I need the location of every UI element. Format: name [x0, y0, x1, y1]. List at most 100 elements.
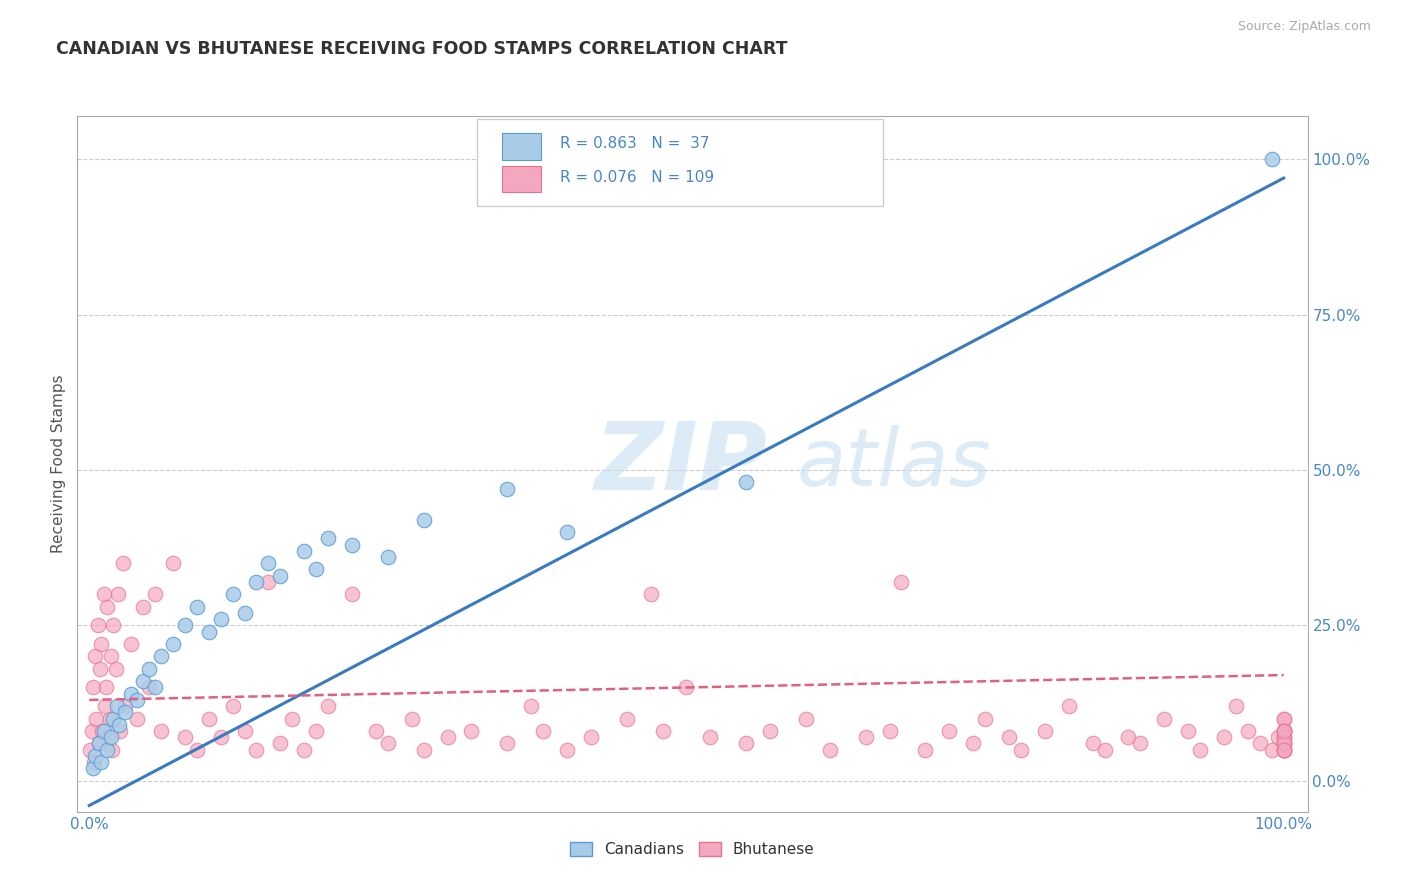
Point — [377, 549, 399, 564]
Point — [221, 699, 243, 714]
Point — [1261, 153, 1284, 167]
Point — [879, 723, 901, 738]
Point — [1272, 742, 1295, 756]
Point — [1272, 742, 1295, 756]
Point — [962, 736, 984, 750]
Point — [257, 574, 280, 589]
Point — [132, 674, 155, 689]
Point — [83, 755, 105, 769]
Point — [1261, 742, 1284, 756]
Point — [305, 723, 328, 738]
Point — [87, 736, 110, 750]
Point — [114, 699, 136, 714]
Point — [94, 699, 117, 714]
Point — [1272, 723, 1295, 738]
Point — [1033, 723, 1056, 738]
Text: atlas: atlas — [797, 425, 991, 503]
Point — [460, 723, 482, 738]
Point — [162, 556, 184, 570]
Point — [173, 618, 195, 632]
Point — [138, 681, 160, 695]
Point — [86, 712, 108, 726]
Point — [269, 736, 291, 750]
Point — [101, 618, 124, 632]
Point — [531, 723, 554, 738]
Point — [86, 618, 108, 632]
Point — [1094, 742, 1116, 756]
Point — [735, 736, 758, 750]
Text: CANADIAN VS BHUTANESE RECEIVING FOOD STAMPS CORRELATION CHART: CANADIAN VS BHUTANESE RECEIVING FOOD STA… — [56, 40, 787, 58]
Point — [125, 712, 148, 726]
Point — [555, 525, 578, 540]
Point — [759, 723, 782, 738]
Point — [82, 761, 104, 775]
Point — [80, 723, 103, 738]
Point — [794, 712, 817, 726]
Point — [1118, 730, 1140, 744]
Point — [1272, 723, 1295, 738]
Point — [89, 662, 111, 676]
Point — [114, 706, 136, 720]
Point — [340, 538, 363, 552]
Point — [110, 723, 132, 738]
Text: Source: ZipAtlas.com: Source: ZipAtlas.com — [1237, 20, 1371, 33]
Point — [1272, 736, 1295, 750]
Point — [120, 637, 142, 651]
Point — [108, 717, 131, 731]
Point — [98, 712, 121, 726]
Point — [100, 730, 122, 744]
Point — [93, 587, 115, 601]
Point — [401, 712, 423, 726]
Point — [97, 730, 120, 744]
Point — [132, 599, 155, 614]
Point — [96, 742, 118, 756]
Point — [173, 730, 195, 744]
Point — [292, 742, 315, 756]
Point — [209, 730, 232, 744]
Point — [100, 649, 122, 664]
Point — [1010, 742, 1032, 756]
Point — [1272, 712, 1295, 726]
Point — [640, 587, 662, 601]
Point — [90, 755, 112, 769]
Point — [1272, 742, 1295, 756]
Point — [1153, 712, 1175, 726]
Point — [855, 730, 877, 744]
Point — [974, 712, 997, 726]
Point — [93, 723, 115, 738]
Point — [938, 723, 960, 738]
Point — [436, 730, 458, 744]
Point — [101, 712, 124, 726]
Point — [281, 712, 304, 726]
Point — [1267, 730, 1289, 744]
Point — [149, 723, 172, 738]
Point — [377, 736, 399, 750]
Point — [91, 723, 114, 738]
FancyBboxPatch shape — [502, 166, 541, 193]
Point — [82, 681, 104, 695]
Point — [101, 742, 124, 756]
Point — [197, 712, 219, 726]
Point — [1177, 723, 1199, 738]
Point — [186, 599, 208, 614]
Point — [316, 532, 339, 546]
Point — [1272, 742, 1295, 756]
Point — [138, 662, 160, 676]
Point — [1272, 736, 1295, 750]
Point — [292, 544, 315, 558]
Point — [1129, 736, 1152, 750]
Point — [316, 699, 339, 714]
Point — [107, 587, 129, 601]
Point — [105, 699, 128, 714]
Point — [1272, 730, 1295, 744]
Point — [87, 736, 110, 750]
Point — [1272, 723, 1295, 738]
Point — [520, 699, 543, 714]
Point — [111, 556, 134, 570]
Point — [1237, 723, 1260, 738]
Point — [84, 748, 107, 763]
Point — [84, 649, 107, 664]
Point — [1272, 730, 1295, 744]
Legend: Canadians, Bhutanese: Canadians, Bhutanese — [564, 836, 821, 863]
Point — [1272, 712, 1295, 726]
